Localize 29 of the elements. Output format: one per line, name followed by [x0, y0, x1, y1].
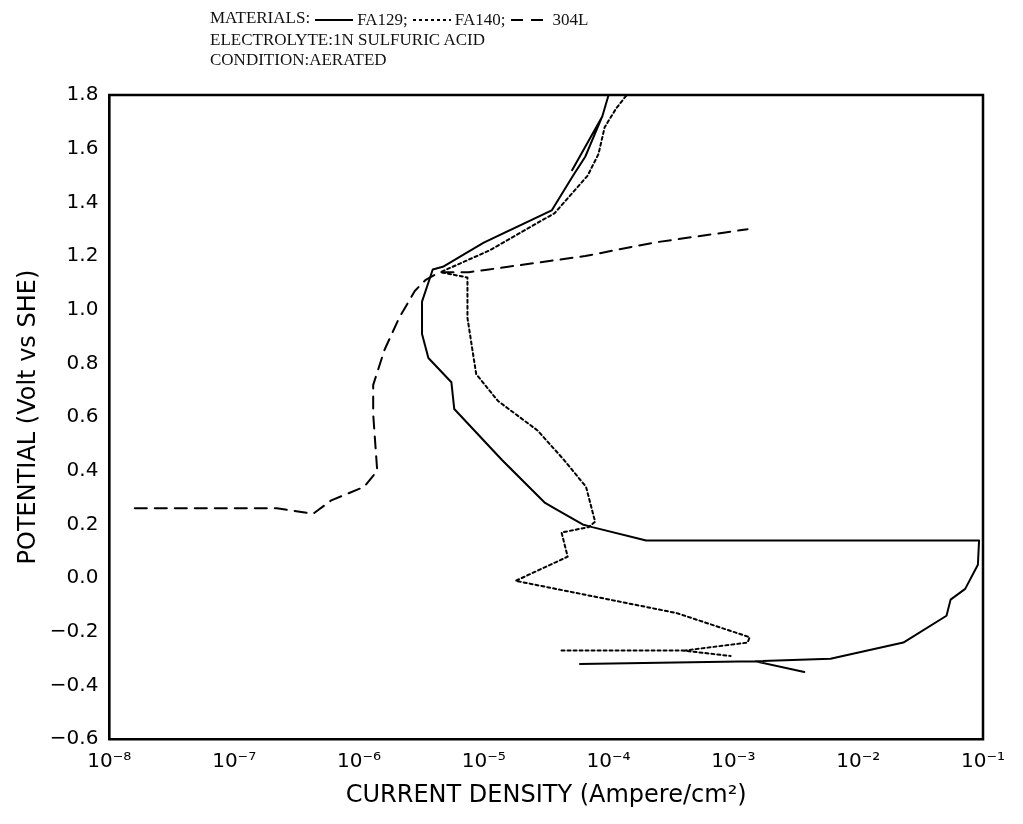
- y-tick-label: 1.2: [66, 242, 99, 267]
- y-axis-title: POTENTIAL (Volt vs SHE): [12, 269, 41, 565]
- y-tick-label: 1.6: [66, 134, 99, 159]
- x-axis-title: CURRENT DENSITY (Ampere/cm²): [345, 779, 747, 808]
- y-tick-label: −0.4: [49, 671, 99, 696]
- y-tick-label: 1.8: [66, 81, 99, 106]
- chart-title: MATERIALS:: [210, 8, 311, 27]
- y-tick-label: 0.0: [66, 564, 99, 589]
- text: ELECTROLYTE:1N SULFURIC ACID: [210, 30, 487, 50]
- y-tick-label: 0.4: [66, 456, 99, 481]
- x-tick-label: 10⁻¹: [960, 748, 1006, 773]
- x-tick-label: 10⁻⁸: [87, 748, 132, 773]
- legend-label: FA140;: [454, 10, 506, 30]
- x-tick-label: 10⁻⁵: [461, 748, 506, 773]
- y-tick-label: 0.6: [66, 403, 99, 428]
- x-tick-label: 10⁻²: [836, 748, 881, 773]
- y-tick-label: 0.8: [66, 349, 99, 374]
- text: CONDITION:AERATED: [210, 50, 388, 70]
- x-tick-label: 10⁻³: [711, 748, 756, 773]
- legend-label: 304L: [552, 10, 589, 30]
- y-tick-label: 1.0: [66, 295, 99, 320]
- y-tick-label: −0.6: [49, 725, 99, 750]
- y-tick-label: 1.4: [66, 188, 99, 213]
- x-tick-label: 10⁻⁷: [212, 748, 257, 773]
- x-tick-label: 10⁻⁴: [586, 748, 631, 773]
- y-tick-label: −0.2: [49, 618, 99, 643]
- y-tick-label: 0.2: [66, 510, 99, 535]
- legend-label: FA129;: [357, 10, 408, 30]
- x-tick-label: 10⁻⁶: [336, 748, 381, 773]
